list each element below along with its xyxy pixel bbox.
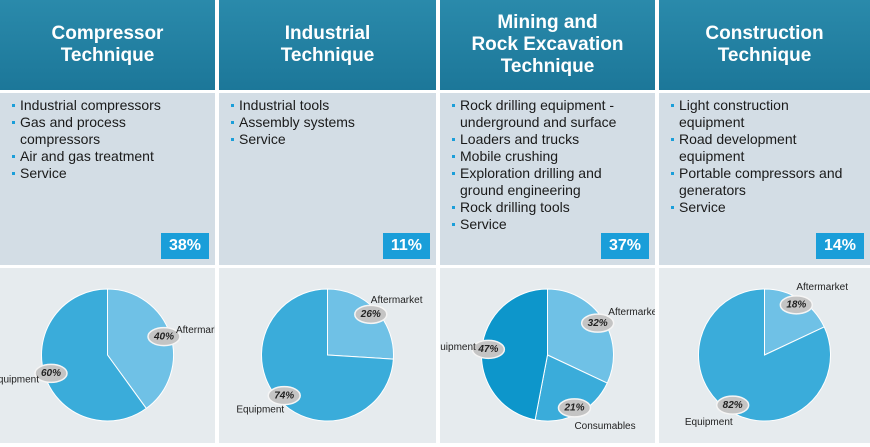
revenue-share: 37% bbox=[600, 233, 649, 259]
segment-title-line: Technique bbox=[500, 56, 595, 77]
segment-header: Industrial Technique bbox=[219, 0, 436, 90]
offering-item: Mobile crushing bbox=[452, 148, 630, 165]
segment-column: Industrial Technique Industrial tools Assem… bbox=[219, 0, 436, 447]
value-label: 18% bbox=[786, 299, 806, 310]
offering-item: Rock drilling tools bbox=[452, 199, 630, 216]
revenue-share: 14% bbox=[815, 233, 864, 259]
value-label: 21% bbox=[563, 403, 584, 414]
offering-item: Service bbox=[671, 199, 849, 216]
pie-chart: 40%Aftermarket 60%Equipment bbox=[0, 268, 215, 443]
segment-body: Industrial compressors Gas and process co… bbox=[0, 93, 215, 265]
offering-item: Service bbox=[231, 131, 409, 148]
segment-title-line: Technique bbox=[717, 45, 812, 66]
segment-body: Light construction equipment Road develop… bbox=[659, 93, 870, 265]
offering-item: Light construction equipment bbox=[671, 97, 849, 131]
value-label-badge bbox=[580, 313, 615, 333]
offering-item: Rock drilling equipment - underground an… bbox=[452, 97, 630, 131]
segment-body: Industrial tools Assembly systems Service 1… bbox=[219, 93, 436, 265]
offering-list: Industrial compressors Gas and process co… bbox=[0, 93, 198, 182]
offering-item: Road development equipment bbox=[671, 131, 849, 165]
segment-title-line: Compressor bbox=[51, 23, 164, 44]
value-label-badge bbox=[715, 395, 750, 415]
segment-column: Mining and Rock Excavation Technique Rock d… bbox=[440, 0, 655, 447]
revenue-share: 38% bbox=[160, 233, 209, 259]
value-label-badge bbox=[267, 385, 301, 406]
value-label: 60% bbox=[41, 368, 61, 379]
segment-title-line: Rock Excavation bbox=[471, 34, 624, 55]
pie-chart: 18% Aftermarket 82% Equipment bbox=[659, 268, 870, 443]
offering-item: Gas and process compressors bbox=[12, 114, 190, 148]
category-label: Aftermarket bbox=[371, 295, 423, 306]
value-label-badge bbox=[147, 326, 181, 347]
offering-item: Loaders and trucks bbox=[452, 131, 630, 148]
value-label: 32% bbox=[588, 318, 608, 329]
offering-list: Industrial tools Assembly systems Service bbox=[219, 93, 417, 148]
pie-chart: 32%Aftermarket 21% Consumables 47%Equipment bbox=[440, 268, 655, 443]
category-label: Aftermarket bbox=[176, 325, 215, 336]
offering-item: Exploration drilling and ground engineer… bbox=[452, 165, 630, 199]
value-label: 26% bbox=[360, 309, 381, 320]
category-label: Equipment bbox=[685, 417, 733, 428]
value-label-badge bbox=[779, 295, 814, 315]
value-label: 74% bbox=[274, 390, 294, 401]
revenue-share: 11% bbox=[382, 233, 430, 259]
pie-chart: 26% Aftermarket 74% Equipment bbox=[219, 268, 436, 443]
segment-header: Construction Technique bbox=[659, 0, 870, 90]
offering-list: Rock drilling equipment - underground an… bbox=[440, 93, 638, 233]
segment-title-line: Industrial bbox=[284, 23, 371, 44]
segment-header: Mining and Rock Excavation Technique bbox=[440, 0, 655, 90]
value-label-badge bbox=[557, 398, 592, 418]
value-label-badge bbox=[34, 363, 68, 384]
offering-item: Portable compressors and generators bbox=[671, 165, 849, 199]
offering-item: Service bbox=[452, 216, 630, 233]
offering-item: Industrial tools bbox=[231, 97, 409, 114]
category-label: Consumables bbox=[574, 421, 635, 432]
value-label: 40% bbox=[153, 331, 174, 342]
segment-title-line: Technique bbox=[280, 45, 375, 66]
segment-title-line: Technique bbox=[60, 45, 155, 66]
segment-title-line: Mining and bbox=[497, 12, 598, 33]
segment-header: Compressor Technique bbox=[0, 0, 215, 90]
segment-title-line: Construction bbox=[705, 23, 824, 44]
category-label: Equipment bbox=[236, 404, 284, 415]
segment-column: Construction Technique Light construction … bbox=[659, 0, 870, 447]
value-label-badge bbox=[354, 304, 388, 325]
segment-column: Compressor Technique Industrial compressor… bbox=[0, 0, 215, 447]
value-label: 82% bbox=[723, 400, 743, 411]
value-label-badge bbox=[471, 339, 506, 360]
offering-item: Industrial compressors bbox=[12, 97, 190, 114]
category-label: Equipment bbox=[440, 342, 476, 353]
offering-item: Assembly systems bbox=[231, 114, 409, 131]
segment-body: Rock drilling equipment - underground an… bbox=[440, 93, 655, 265]
offering-item: Service bbox=[12, 165, 190, 182]
offering-list: Light construction equipment Road develop… bbox=[659, 93, 857, 216]
category-label: Aftermarket bbox=[796, 282, 848, 293]
category-label: Aftermarket bbox=[608, 307, 655, 318]
category-label: Equipment bbox=[0, 374, 39, 385]
value-label: 47% bbox=[477, 344, 498, 355]
offering-item: Air and gas treatment bbox=[12, 148, 190, 165]
